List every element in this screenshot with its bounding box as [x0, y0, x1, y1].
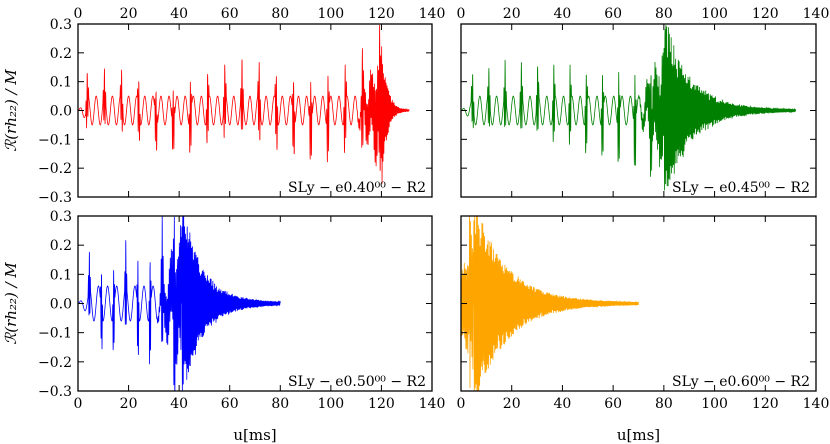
- y-tick-label: 0.1: [50, 75, 72, 91]
- y-tick-label: −0.2: [38, 355, 72, 371]
- x-axis-label: u[ms]: [233, 426, 276, 444]
- waveform-series: [78, 216, 281, 391]
- x-tick-label: 20: [503, 396, 521, 412]
- y-tick-label: −0.1: [38, 132, 72, 148]
- waveform-series: [461, 216, 639, 391]
- series-annotation: SLy − e0.40⁰⁰ − R2: [288, 180, 426, 196]
- x-tick-label-top: 0: [74, 6, 83, 22]
- y-tick-label: 0.2: [50, 238, 72, 254]
- y-tick-label: −0.2: [38, 161, 72, 177]
- y-tick-label: 0.0: [50, 104, 72, 120]
- x-tick-label: 120: [368, 396, 395, 412]
- x-tick-label: 140: [803, 396, 830, 412]
- y-tick-label: −0.3: [38, 190, 72, 206]
- y-tick-label: 0.3: [50, 17, 72, 33]
- x-tick-label-top: 60: [604, 6, 622, 22]
- x-tick-label: 20: [120, 396, 138, 412]
- x-tick-label: 0: [457, 396, 466, 412]
- x-tick-label-top: 80: [271, 6, 289, 22]
- x-tick-label: 120: [752, 396, 779, 412]
- y-tick-label: 0.3: [50, 209, 72, 225]
- x-tick-label-top: 140: [419, 6, 446, 22]
- y-tick-label: 0.2: [50, 46, 72, 62]
- x-tick-label: 80: [271, 396, 289, 412]
- series-annotation: SLy − e0.60⁰⁰ − R2: [672, 374, 810, 390]
- x-tick-label-top: 40: [170, 6, 188, 22]
- x-tick-label: 60: [221, 396, 239, 412]
- y-tick-label: −0.1: [38, 326, 72, 342]
- x-tick-label: 140: [419, 396, 446, 412]
- waveform-series: [78, 24, 410, 184]
- x-tick-label-top: 20: [120, 6, 138, 22]
- series-annotation: SLy − e0.50⁰⁰ − R2: [288, 374, 426, 390]
- x-tick-label-top: 140: [803, 6, 830, 22]
- x-tick-label-top: 120: [752, 6, 779, 22]
- x-tick-label-top: 100: [317, 6, 344, 22]
- x-tick-label: 100: [701, 396, 728, 412]
- x-tick-label-top: 0: [457, 6, 466, 22]
- panel-top-left: 0 20 40 60 80 100 120 140 0.3 0.2 0.1 0.0 −0.1 −0.2 −0…: [2, 6, 445, 206]
- y-tick-label: −0.3: [38, 384, 72, 400]
- x-tick-label: 40: [170, 396, 188, 412]
- panel-bottom-right: 0 20 40 60 80 100 120 140 u[ms] SLy − e0.60⁰⁰ − R…: [457, 215, 830, 444]
- x-tick-label: 0: [74, 396, 83, 412]
- panel-top-right: 0 20 40 60 80 100 120 140 SLy − e0.45⁰⁰ − R2: [457, 6, 830, 198]
- waveform-series: [461, 24, 797, 191]
- x-tick-label-top: 100: [701, 6, 728, 22]
- x-tick-label-top: 120: [368, 6, 395, 22]
- x-tick-label: 40: [554, 396, 572, 412]
- x-tick-label-top: 20: [503, 6, 521, 22]
- y-axis-label: ℛ(rh₂₂) / M: [2, 262, 20, 345]
- x-tick-label-top: 60: [221, 6, 239, 22]
- x-tick-label-top: 80: [655, 6, 673, 22]
- y-tick-label: 0.0: [50, 297, 72, 313]
- y-axis-label: ℛ(rh₂₂) / M: [2, 69, 20, 152]
- x-tick-label: 100: [317, 396, 344, 412]
- x-tick-label-top: 40: [554, 6, 572, 22]
- x-tick-label: 60: [604, 396, 622, 412]
- x-tick-label: 80: [655, 396, 673, 412]
- y-tick-label: 0.1: [50, 267, 72, 283]
- x-axis-label: u[ms]: [617, 426, 660, 444]
- panel-bottom-left: 0 20 40 60 80 100 120 140 0.3 0.2 0.1 0.0 −0.1 −0.2 −0…: [2, 209, 446, 444]
- series-annotation: SLy − e0.45⁰⁰ − R2: [672, 180, 810, 196]
